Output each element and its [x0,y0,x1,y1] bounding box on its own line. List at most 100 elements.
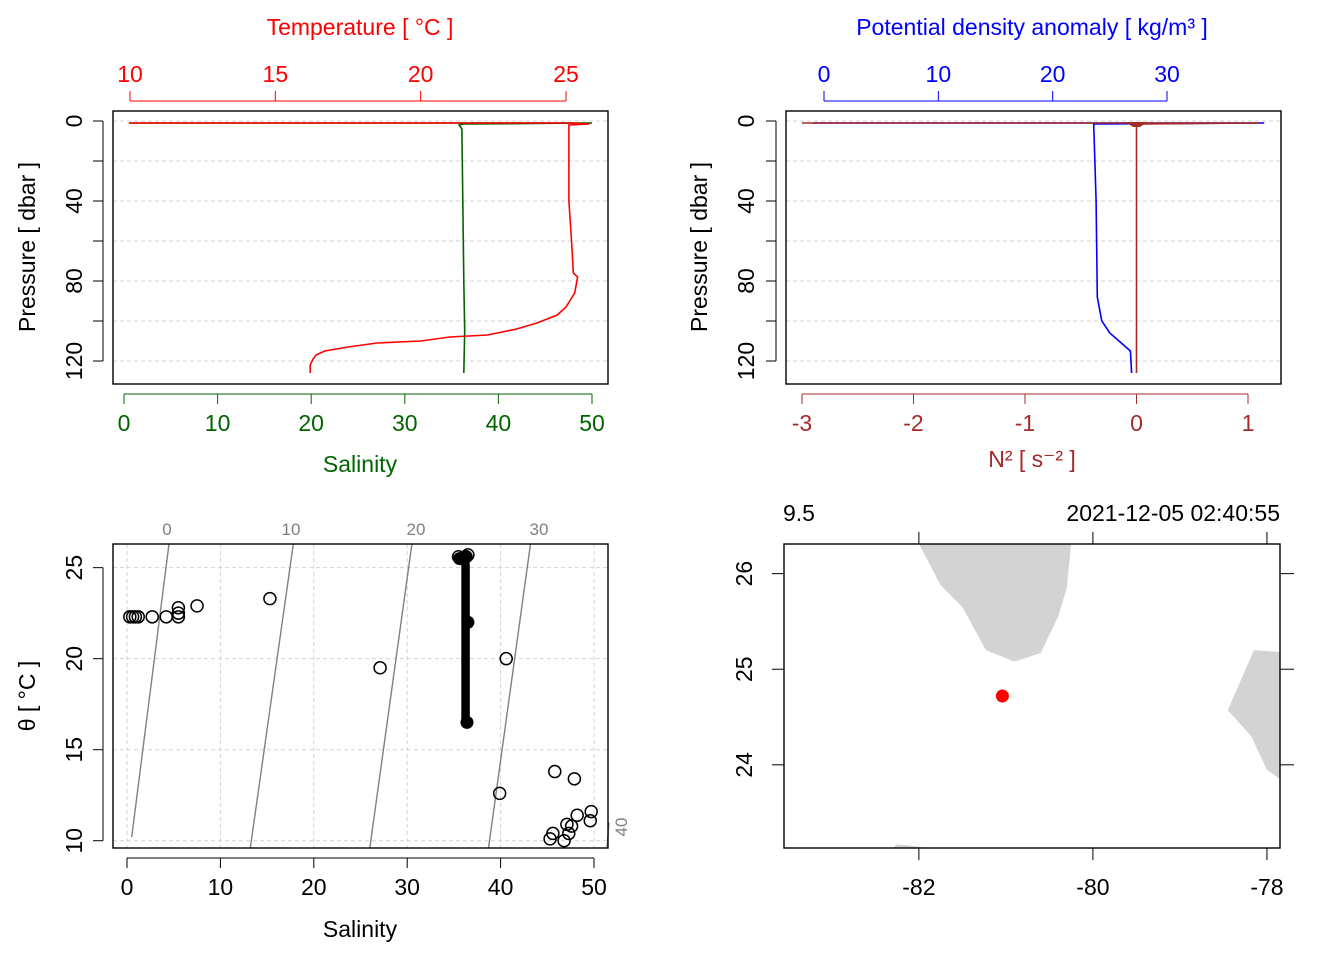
ts-point [570,808,584,822]
theta-tick-label: 10 [61,828,87,854]
plot-frame [112,110,609,385]
salinity-tick-label: 20 [301,874,327,900]
ts-point [499,651,513,666]
salinity-tick-label: 0 [118,410,131,436]
ts-point [562,826,576,841]
theta-tick-label: 25 [61,555,87,581]
isopycnal-label: 30 [530,520,549,539]
map-station-time: 2021-12-05 02:40:55 [1066,500,1280,526]
pressure-axis-title: Pressure [ dbar ] [686,162,712,332]
plot-frame [112,543,609,849]
salinity-tick-label: 50 [579,410,605,436]
n2-tick-label: -2 [903,410,923,436]
isopycnal-label: 20 [407,520,426,539]
map-top-left-label: 9.5 [783,500,815,526]
ts-point [583,813,598,828]
salinity-tick-label: 30 [392,410,418,436]
ts-point [171,600,186,615]
temperature-tick-label: 15 [263,61,289,87]
isopycnal-line [131,543,170,838]
salinity-tick-label: 50 [581,874,607,900]
ts-point [557,833,571,848]
ts-diagram-panel: 0 10 20 30 40 0 10 20 30 40 50 Salinity 10 15 20 25 θ [ … [14,520,631,942]
isopycnal-label: 0 [162,520,171,539]
pressure-tick-label: 80 [61,268,87,294]
ts-point [567,772,582,786]
n2-tick-label: 0 [1130,410,1143,436]
station-marker [995,689,1009,703]
station-map-panel: -82 -80 -78 24 25 26 9.5 2021-12-05 02:40:55 [731,500,1294,900]
map-frame [783,543,1281,849]
n2-axis-title: N² [ s⁻² ] [988,446,1076,472]
density-tick-label: 0 [818,61,831,87]
land-polygon [918,544,1072,662]
ts-point [159,610,173,624]
land-layer [892,544,1280,848]
latitude-tick-label: 24 [731,752,757,778]
n2-tick-label: -1 [1015,410,1035,436]
theta-axis-title: θ [ °C ] [14,661,40,732]
isopycnal-line [369,543,413,849]
n2-tick-label: -3 [792,410,812,436]
salinity-tick-label: 40 [486,410,512,436]
latitude-tick-label: 25 [731,656,757,682]
pressure-tick-label: 0 [61,115,87,128]
ts-point [543,832,557,846]
n2-surface-spike [1125,122,1148,127]
salinity-tick-label: 30 [394,874,420,900]
ts-point [190,599,204,613]
isopycnal-line [487,543,532,849]
ts-point [263,591,277,606]
n2-tick-label: 1 [1242,410,1255,436]
temperature-tick-label: 10 [117,61,143,87]
salinity-tick-label: 0 [121,874,134,900]
ts-point [564,819,579,833]
salinity-axis-title: Salinity [323,916,398,942]
longitude-tick-label: -82 [902,874,935,900]
density-axis-title: Potential density anomaly [ kg/m³ ] [856,14,1208,40]
theta-tick-label: 15 [61,737,87,763]
salinity-axis-title: Salinity [323,451,398,477]
theta-tick-label: 20 [61,646,87,672]
n2-line [802,122,1260,373]
pressure-tick-label: 120 [733,342,759,380]
salinity-tick-label: 10 [208,874,234,900]
ts-point [458,550,472,564]
ts-point [461,615,475,629]
longitude-tick-label: -78 [1250,874,1283,900]
temperature-axis-title: Temperature [ °C ] [267,14,454,40]
temperature-tick-label: 20 [408,61,434,87]
temp-salinity-profile-panel: 10 15 20 25 Temperature [ °C ] 0 10 20 30 40 50 Sal… [14,14,609,477]
salinity-tick-label: 40 [488,874,514,900]
density-tick-label: 30 [1154,61,1180,87]
dense-point-cluster [461,558,470,727]
pressure-tick-label: 0 [733,115,759,128]
ts-point [171,606,186,620]
ts-point [460,715,474,729]
density-tick-label: 20 [1040,61,1066,87]
isopycnal-label: 40 [612,818,631,837]
longitude-tick-label: -80 [1076,874,1109,900]
ts-point [145,610,159,624]
ts-point [131,610,145,624]
pressure-tick-label: 80 [733,268,759,294]
pressure-tick-label: 40 [733,188,759,214]
salinity-tick-label: 10 [205,410,231,436]
ts-point [492,786,507,801]
ts-point [584,804,598,819]
latitude-tick-label: 26 [731,561,757,587]
ts-point [373,661,387,675]
pressure-axis-title: Pressure [ dbar ] [14,162,40,332]
isopycnal-line [249,543,294,849]
plot-frame [785,110,1282,385]
ts-point [171,610,186,624]
isopycnal-label: 10 [282,520,301,539]
temperature-tick-label: 25 [553,61,579,87]
pressure-tick-label: 120 [61,342,87,380]
density-tick-label: 10 [926,61,952,87]
temperature-line [130,122,590,373]
pressure-tick-label: 40 [61,188,87,214]
land-polygon [892,844,928,848]
